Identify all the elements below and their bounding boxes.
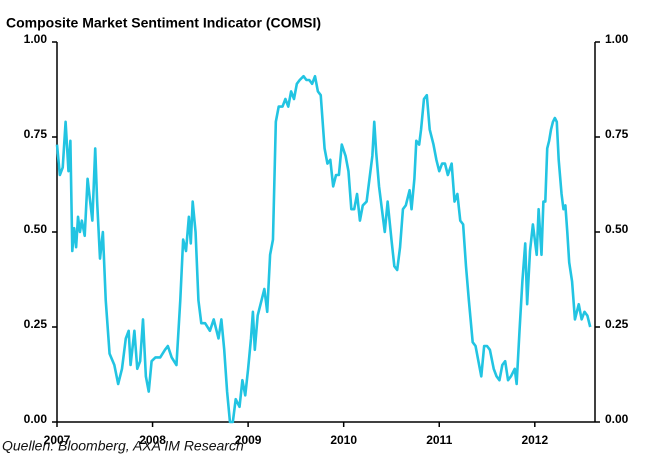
y2-tick-label: 1.00 (605, 32, 629, 46)
x-tick-label: 2011 (426, 433, 452, 447)
chart-title: Composite Market Sentiment Indicator (CO… (6, 15, 321, 31)
y-tick-label: 0.75 (24, 127, 48, 141)
y2-tick-label: 0.25 (605, 317, 629, 331)
y2-tick-label: 0.75 (605, 127, 629, 141)
y-tick-label: 1.00 (24, 32, 48, 46)
y2-tick-label: 0.00 (605, 412, 629, 426)
x-tick-label: 2012 (521, 433, 548, 447)
x-tick-label: 2009 (235, 433, 262, 447)
y-tick-label: 0.50 (24, 222, 48, 236)
x-tick-label: 2008 (139, 433, 166, 447)
x-tick-label: 2010 (330, 433, 357, 447)
y2-tick-label: 0.50 (605, 222, 629, 236)
x-tick-label: 2007 (44, 433, 71, 447)
source: Quellen: Bloomberg, AXA IM Research (2, 438, 244, 454)
sentiment-line (55, 74, 592, 424)
y-tick-label: 0.25 (24, 317, 48, 331)
y-tick-label: 0.00 (24, 412, 48, 426)
